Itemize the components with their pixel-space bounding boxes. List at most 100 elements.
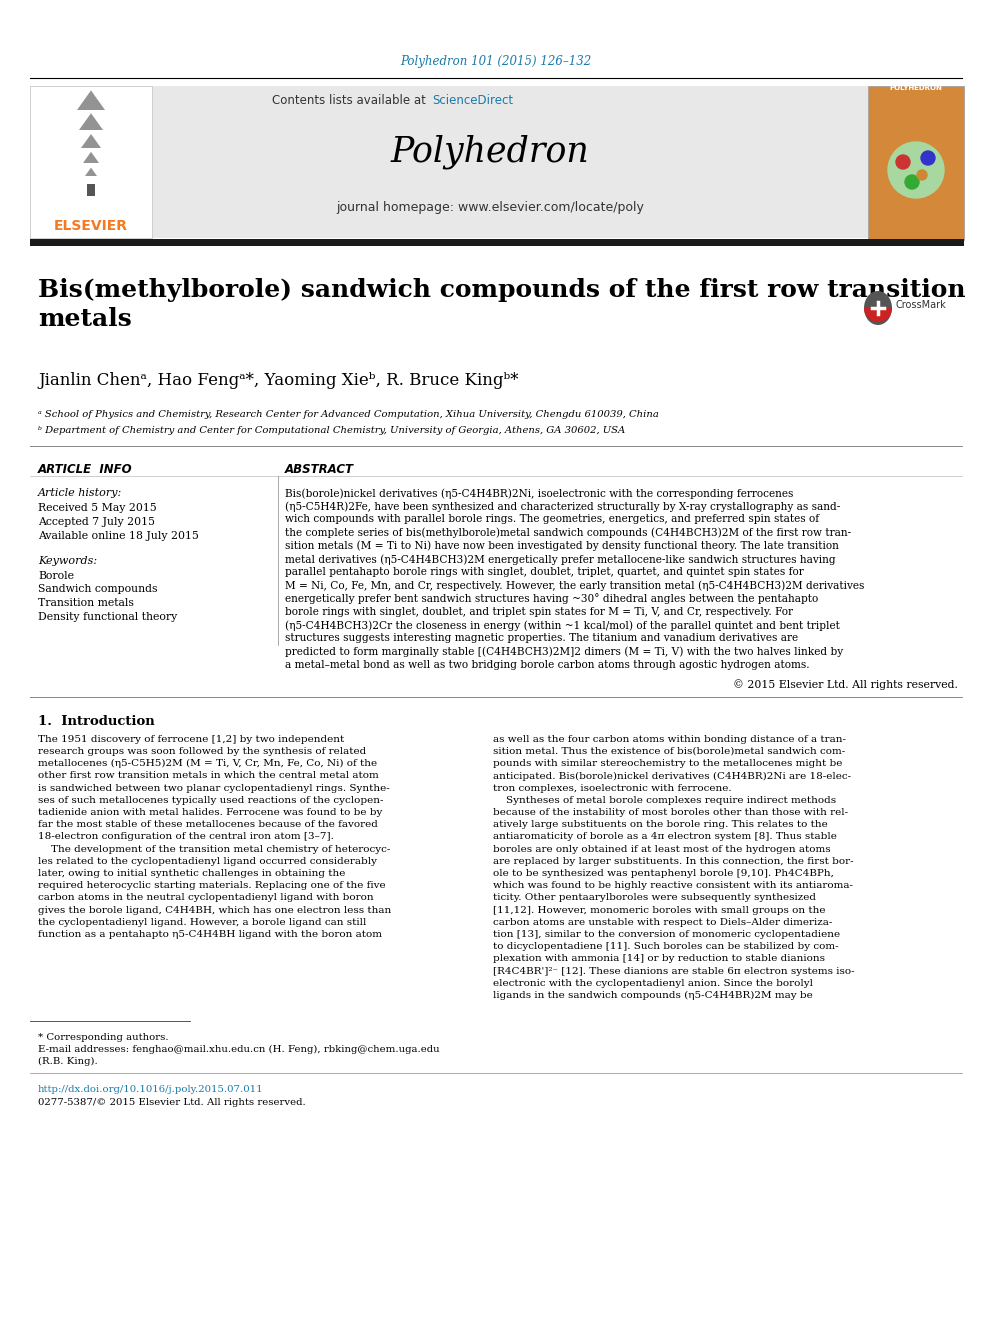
Text: ABSTRACT: ABSTRACT xyxy=(285,463,354,476)
Text: Polyhedron: Polyhedron xyxy=(391,135,589,169)
Text: energetically prefer bent sandwich structures having ~30° dihedral angles betwee: energetically prefer bent sandwich struc… xyxy=(285,594,818,605)
Text: as well as the four carbon atoms within bonding distance of a tran-: as well as the four carbon atoms within … xyxy=(493,734,846,744)
Text: POLYHEDRON: POLYHEDRON xyxy=(890,85,942,91)
Text: ᵃ School of Physics and Chemistry, Research Center for Advanced Computation, Xih: ᵃ School of Physics and Chemistry, Resea… xyxy=(38,410,659,419)
Wedge shape xyxy=(864,308,892,321)
Bar xyxy=(153,86,868,238)
Text: [R4C4BR']²⁻ [12]. These dianions are stable 6π electron systems iso-: [R4C4BR']²⁻ [12]. These dianions are sta… xyxy=(493,967,855,975)
Text: Transition metals: Transition metals xyxy=(38,598,134,609)
Text: M = Ni, Co, Fe, Mn, and Cr, respectively. However, the early transition metal (η: M = Ni, Co, Fe, Mn, and Cr, respectively… xyxy=(285,581,864,591)
Text: predicted to form marginally stable [(C4H4BCH3)2M]2 dimers (M = Ti, V) with the : predicted to form marginally stable [(C4… xyxy=(285,647,843,658)
Text: sition metal. Thus the existence of bis(borole)metal sandwich com-: sition metal. Thus the existence of bis(… xyxy=(493,747,845,755)
Text: anticipated. Bis(borole)nickel derivatives (C4H4BR)2Ni are 18-elec-: anticipated. Bis(borole)nickel derivativ… xyxy=(493,771,851,781)
Polygon shape xyxy=(79,114,103,130)
Text: ses of such metallocenes typically used reactions of the cyclopen-: ses of such metallocenes typically used … xyxy=(38,796,384,804)
Text: is sandwiched between two planar cyclopentadienyl rings. Synthe-: is sandwiched between two planar cyclope… xyxy=(38,783,390,792)
Text: Density functional theory: Density functional theory xyxy=(38,611,178,622)
Text: function as a pentahapto η5-C4H4BH ligand with the boron atom: function as a pentahapto η5-C4H4BH ligan… xyxy=(38,930,382,939)
Text: plexation with ammonia [14] or by reduction to stable dianions: plexation with ammonia [14] or by reduct… xyxy=(493,954,825,963)
Text: wich compounds with parallel borole rings. The geometries, energetics, and prefe: wich compounds with parallel borole ring… xyxy=(285,515,819,524)
Text: carbon atoms in the neutral cyclopentadienyl ligand with boron: carbon atoms in the neutral cyclopentadi… xyxy=(38,893,374,902)
Text: other first row transition metals in which the central metal atom: other first row transition metals in whi… xyxy=(38,771,379,781)
Text: * Corresponding authors.: * Corresponding authors. xyxy=(38,1033,169,1043)
Text: required heterocyclic starting materials. Replacing one of the five: required heterocyclic starting materials… xyxy=(38,881,386,890)
Text: to dicyclopentadiene [11]. Such boroles can be stabilized by com-: to dicyclopentadiene [11]. Such boroles … xyxy=(493,942,838,951)
Text: (R.B. King).: (R.B. King). xyxy=(38,1057,98,1066)
Text: Borole: Borole xyxy=(38,572,74,581)
Text: parallel pentahapto borole rings with singlet, doublet, triplet, quartet, and qu: parallel pentahapto borole rings with si… xyxy=(285,568,804,577)
Circle shape xyxy=(921,151,935,165)
Text: http://dx.doi.org/10.1016/j.poly.2015.07.011: http://dx.doi.org/10.1016/j.poly.2015.07… xyxy=(38,1085,264,1094)
Text: © 2015 Elsevier Ltd. All rights reserved.: © 2015 Elsevier Ltd. All rights reserved… xyxy=(733,679,958,689)
Text: sition metals (M = Ti to Ni) have now been investigated by density functional th: sition metals (M = Ti to Ni) have now be… xyxy=(285,541,839,552)
Text: Bis(methylborole) sandwich compounds of the first row transition
metals: Bis(methylborole) sandwich compounds of … xyxy=(38,278,965,331)
Circle shape xyxy=(917,169,927,180)
Text: tadienide anion with metal halides. Ferrocene was found to be by: tadienide anion with metal halides. Ferr… xyxy=(38,808,382,818)
Text: far the most stable of these metallocenes because of the favored: far the most stable of these metallocene… xyxy=(38,820,378,830)
Text: electronic with the cyclopentadienyl anion. Since the borolyl: electronic with the cyclopentadienyl ani… xyxy=(493,979,813,988)
Bar xyxy=(30,239,964,246)
Bar xyxy=(868,86,964,239)
Polygon shape xyxy=(77,90,105,110)
Text: Contents lists available at: Contents lists available at xyxy=(273,94,430,106)
Text: tion [13], similar to the conversion of monomeric cyclopentadiene: tion [13], similar to the conversion of … xyxy=(493,930,840,939)
Text: borole rings with singlet, doublet, and triplet spin states for M = Ti, V, and C: borole rings with singlet, doublet, and … xyxy=(285,607,793,617)
Text: The development of the transition metal chemistry of heterocyc-: The development of the transition metal … xyxy=(38,844,391,853)
Text: Jianlin Chenᵃ, Hao Fengᵃ*, Yaoming Xieᵇ, R. Bruce Kingᵇ*: Jianlin Chenᵃ, Hao Fengᵃ*, Yaoming Xieᵇ,… xyxy=(38,372,519,389)
Text: a metal–metal bond as well as two bridging borole carbon atoms through agostic h: a metal–metal bond as well as two bridgi… xyxy=(285,660,809,669)
Text: Sandwich compounds: Sandwich compounds xyxy=(38,585,158,594)
Text: because of the instability of most boroles other than those with rel-: because of the instability of most borol… xyxy=(493,808,848,818)
Text: 0277-5387/© 2015 Elsevier Ltd. All rights reserved.: 0277-5387/© 2015 Elsevier Ltd. All right… xyxy=(38,1098,306,1107)
Polygon shape xyxy=(85,168,97,176)
Circle shape xyxy=(905,175,919,189)
Text: atively large substituents on the borole ring. This relates to the: atively large substituents on the borole… xyxy=(493,820,827,830)
Text: Bis(borole)nickel derivatives (η5-C4H4BR)2Ni, isoelectronic with the correspondi: Bis(borole)nickel derivatives (η5-C4H4BR… xyxy=(285,488,794,499)
Text: structures suggests interesting magnetic properties. The titanium and vanadium d: structures suggests interesting magnetic… xyxy=(285,634,799,643)
Text: which was found to be highly reactive consistent with its antiaroma-: which was found to be highly reactive co… xyxy=(493,881,853,890)
Ellipse shape xyxy=(864,291,892,325)
Text: ScienceDirect: ScienceDirect xyxy=(432,94,513,106)
Text: Available online 18 July 2015: Available online 18 July 2015 xyxy=(38,531,198,541)
Text: Accepted 7 July 2015: Accepted 7 July 2015 xyxy=(38,517,155,527)
Text: research groups was soon followed by the synthesis of related: research groups was soon followed by the… xyxy=(38,747,366,755)
Text: the cyclopentadienyl ligand. However, a borole ligand can still: the cyclopentadienyl ligand. However, a … xyxy=(38,918,366,927)
Text: the complete series of bis(methylborole)metal sandwich compounds (C4H4BCH3)2M of: the complete series of bis(methylborole)… xyxy=(285,528,851,538)
Text: CrossMark: CrossMark xyxy=(896,300,946,310)
Text: ELSEVIER: ELSEVIER xyxy=(54,220,128,233)
Text: (η5-C5H4R)2Fe, have been synthesized and characterized structurally by X-ray cry: (η5-C5H4R)2Fe, have been synthesized and… xyxy=(285,501,840,512)
Bar xyxy=(87,184,95,196)
Text: carbon atoms are unstable with respect to Diels–Alder dimeriza-: carbon atoms are unstable with respect t… xyxy=(493,918,832,927)
Text: later, owing to initial synthetic challenges in obtaining the: later, owing to initial synthetic challe… xyxy=(38,869,345,878)
Circle shape xyxy=(888,142,944,198)
Text: Keywords:: Keywords: xyxy=(38,556,97,566)
Circle shape xyxy=(896,155,910,169)
Text: pounds with similar stereochemistry to the metallocenes might be: pounds with similar stereochemistry to t… xyxy=(493,759,842,769)
Text: Article history:: Article history: xyxy=(38,488,122,497)
Text: ticity. Other pentaarylboroles were subsequently synthesized: ticity. Other pentaarylboroles were subs… xyxy=(493,893,816,902)
Text: ARTICLE  INFO: ARTICLE INFO xyxy=(38,463,133,476)
Polygon shape xyxy=(81,134,101,148)
Text: [11,12]. However, monomeric boroles with small groups on the: [11,12]. However, monomeric boroles with… xyxy=(493,906,825,914)
Text: ligands in the sandwich compounds (η5-C4H4BR)2M may be: ligands in the sandwich compounds (η5-C4… xyxy=(493,991,812,1000)
Text: Polyhedron 101 (2015) 126–132: Polyhedron 101 (2015) 126–132 xyxy=(401,56,591,69)
Text: 18-electron configuration of the central iron atom [3–7].: 18-electron configuration of the central… xyxy=(38,832,334,841)
Text: boroles are only obtained if at least most of the hydrogen atoms: boroles are only obtained if at least mo… xyxy=(493,844,830,853)
Text: Received 5 May 2015: Received 5 May 2015 xyxy=(38,503,157,513)
Text: gives the borole ligand, C4H4BH, which has one electron less than: gives the borole ligand, C4H4BH, which h… xyxy=(38,906,391,914)
Text: 1.  Introduction: 1. Introduction xyxy=(38,714,155,728)
Polygon shape xyxy=(83,152,99,163)
Text: journal homepage: www.elsevier.com/locate/poly: journal homepage: www.elsevier.com/locat… xyxy=(336,201,644,214)
Text: The 1951 discovery of ferrocene [1,2] by two independent: The 1951 discovery of ferrocene [1,2] by… xyxy=(38,734,344,744)
Text: Syntheses of metal borole complexes require indirect methods: Syntheses of metal borole complexes requ… xyxy=(493,796,836,804)
Text: ole to be synthesized was pentaphenyl borole [9,10]. Ph4C4BPh,: ole to be synthesized was pentaphenyl bo… xyxy=(493,869,834,878)
Text: ᵇ Department of Chemistry and Center for Computational Chemistry, University of : ᵇ Department of Chemistry and Center for… xyxy=(38,426,625,435)
Text: tron complexes, isoelectronic with ferrocene.: tron complexes, isoelectronic with ferro… xyxy=(493,783,732,792)
Text: metal derivatives (η5-C4H4BCH3)2M energetically prefer metallocene-like sandwich: metal derivatives (η5-C4H4BCH3)2M energe… xyxy=(285,554,835,565)
Text: les related to the cyclopentadienyl ligand occurred considerably: les related to the cyclopentadienyl liga… xyxy=(38,857,377,865)
Text: (η5-C4H4BCH3)2Cr the closeness in energy (within ~1 kcal/mol) of the parallel qu: (η5-C4H4BCH3)2Cr the closeness in energy… xyxy=(285,620,840,631)
Text: metallocenes (η5-C5H5)2M (M = Ti, V, Cr, Mn, Fe, Co, Ni) of the: metallocenes (η5-C5H5)2M (M = Ti, V, Cr,… xyxy=(38,759,377,769)
Text: are replaced by larger substituents. In this connection, the first bor-: are replaced by larger substituents. In … xyxy=(493,857,854,865)
Text: E-mail addresses: fenghao@mail.xhu.edu.cn (H. Feng), rbking@chem.uga.edu: E-mail addresses: fenghao@mail.xhu.edu.c… xyxy=(38,1045,439,1054)
Bar xyxy=(30,86,152,238)
Text: antiaromaticity of borole as a 4π electron system [8]. Thus stable: antiaromaticity of borole as a 4π electr… xyxy=(493,832,837,841)
